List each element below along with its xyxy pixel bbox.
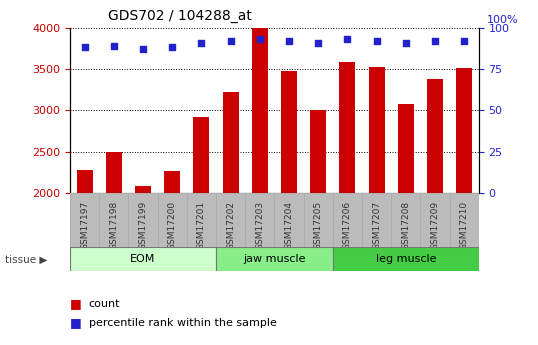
Bar <box>99 193 129 247</box>
Bar <box>70 193 479 247</box>
Bar <box>70 193 99 247</box>
Bar <box>450 193 479 247</box>
Bar <box>398 104 414 193</box>
Bar <box>135 186 151 193</box>
Point <box>460 38 469 43</box>
Point <box>80 45 89 50</box>
Text: GSM17203: GSM17203 <box>255 201 264 250</box>
Bar <box>158 193 187 247</box>
Text: GSM17200: GSM17200 <box>168 201 176 250</box>
Text: tissue ▶: tissue ▶ <box>5 255 48 264</box>
Text: count: count <box>89 299 121 308</box>
Bar <box>369 67 385 193</box>
Text: GSM17210: GSM17210 <box>459 201 469 250</box>
Text: GSM17206: GSM17206 <box>343 201 352 250</box>
Bar <box>129 193 158 247</box>
Bar <box>216 247 333 271</box>
Point <box>168 45 176 50</box>
Bar <box>274 193 303 247</box>
Point <box>431 38 440 43</box>
Bar <box>427 79 443 193</box>
Text: GSM17209: GSM17209 <box>430 201 440 250</box>
Point <box>285 38 293 43</box>
Point <box>256 37 264 42</box>
Bar <box>245 193 274 247</box>
Text: GSM17201: GSM17201 <box>197 201 206 250</box>
Bar <box>281 71 297 193</box>
Bar <box>303 193 333 247</box>
Point <box>343 37 352 42</box>
Bar <box>187 193 216 247</box>
Text: GSM17197: GSM17197 <box>80 201 89 250</box>
Bar <box>193 117 209 193</box>
Bar <box>456 68 472 193</box>
Text: GSM17205: GSM17205 <box>314 201 323 250</box>
Bar <box>310 110 326 193</box>
Bar <box>223 92 238 193</box>
Point <box>226 38 235 43</box>
Text: GDS702 / 104288_at: GDS702 / 104288_at <box>108 9 251 23</box>
Point <box>314 40 322 45</box>
Text: GSM17199: GSM17199 <box>138 201 147 250</box>
Bar <box>105 152 122 193</box>
Text: GSM17207: GSM17207 <box>372 201 381 250</box>
Bar <box>252 28 268 193</box>
Text: GSM17208: GSM17208 <box>401 201 410 250</box>
Text: ■: ■ <box>70 316 82 329</box>
Bar <box>362 193 391 247</box>
Point <box>372 38 381 43</box>
Bar <box>333 193 362 247</box>
Bar <box>164 171 180 193</box>
Bar <box>339 62 356 193</box>
Point <box>139 46 147 52</box>
Bar <box>76 170 93 193</box>
Text: GSM17198: GSM17198 <box>109 201 118 250</box>
Bar <box>391 193 420 247</box>
Text: GSM17202: GSM17202 <box>226 201 235 250</box>
Text: ■: ■ <box>70 297 82 310</box>
Point <box>401 40 410 45</box>
Text: GSM17204: GSM17204 <box>285 201 294 250</box>
Point <box>109 43 118 49</box>
Point <box>197 40 206 45</box>
Bar <box>420 193 450 247</box>
Text: percentile rank within the sample: percentile rank within the sample <box>89 318 277 327</box>
Bar <box>216 193 245 247</box>
Text: 100%: 100% <box>487 15 519 25</box>
Text: EOM: EOM <box>130 254 155 264</box>
Bar <box>333 247 479 271</box>
Text: jaw muscle: jaw muscle <box>243 254 306 264</box>
Bar <box>70 247 216 271</box>
Text: leg muscle: leg muscle <box>376 254 436 264</box>
